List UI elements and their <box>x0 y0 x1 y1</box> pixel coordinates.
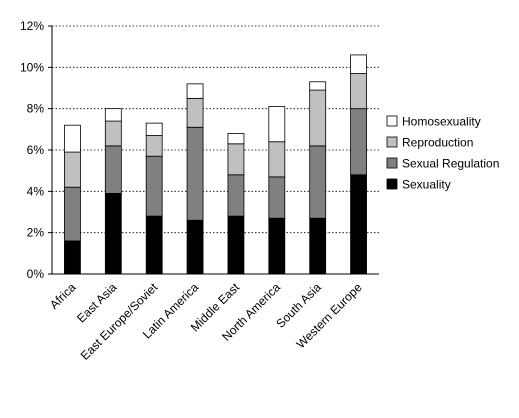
bar-sexuality-latin-america <box>186 219 204 275</box>
bar-sexuality-africa <box>64 240 81 275</box>
bar-homosexuality-africa <box>64 124 81 153</box>
bar-reproduction-north-america <box>268 141 286 178</box>
axes <box>48 25 379 275</box>
bars <box>64 54 367 275</box>
y-tick-label: 2% <box>27 226 45 240</box>
bar-homosexuality-latin-america <box>186 83 204 99</box>
y-tick-label: 6% <box>27 143 45 157</box>
x-tick-label: East Europe/Soviet <box>78 280 161 363</box>
bar-homosexuality-western-europe <box>350 54 367 74</box>
y-tick-label: 8% <box>27 102 45 116</box>
bar-sexual-regulation-east-asia <box>104 145 122 194</box>
bar-homosexuality-east-asia <box>104 108 122 122</box>
bar-sexual-regulation-western-europe <box>350 108 367 176</box>
legend-label-reproduction: Reproduction <box>402 136 473 150</box>
legend-label-sexuality: Sexuality <box>402 178 451 192</box>
bar-reproduction-south-asia <box>309 89 327 147</box>
y-tick-label: 10% <box>20 60 44 74</box>
bar-sexuality-north-america <box>268 217 286 275</box>
bar-reproduction-africa <box>64 151 81 188</box>
bar-homosexuality-east-europe-soviet <box>145 122 163 136</box>
bar-homosexuality-south-asia <box>309 81 327 91</box>
bar-sexuality-south-asia <box>309 217 327 275</box>
bar-sexuality-western-europe <box>350 174 367 275</box>
bar-sexual-regulation-east-europe-soviet <box>145 155 163 217</box>
bar-reproduction-middle-east <box>227 143 245 176</box>
bar-sexuality-middle-east <box>227 215 245 275</box>
bar-reproduction-east-europe-soviet <box>145 135 163 157</box>
legend: Homosexuality Reproduction Sexual Regulati… <box>386 115 499 192</box>
bar-sexual-regulation-south-asia <box>309 145 327 219</box>
bar-sexual-regulation-latin-america <box>186 126 204 221</box>
bar-reproduction-east-asia <box>104 120 122 147</box>
y-tick-label: 12% <box>20 19 44 33</box>
x-tick-label: Africa <box>47 280 79 312</box>
bar-sexual-regulation-north-america <box>268 176 286 219</box>
y-tick-label: 4% <box>27 184 45 198</box>
legend-swatch-sexuality <box>386 178 398 190</box>
bar-reproduction-latin-america <box>186 97 204 128</box>
legend-swatch-reproduction <box>386 136 398 148</box>
legend-label-sexual-regulation: Sexual Regulation <box>402 157 499 171</box>
bar-reproduction-western-europe <box>350 73 367 110</box>
bar-sexual-regulation-middle-east <box>227 174 245 217</box>
bar-homosexuality-north-america <box>268 106 286 143</box>
bar-sexuality-east-asia <box>104 192 122 275</box>
y-tick-label: 0% <box>27 267 45 281</box>
legend-label-homosexuality: Homosexuality <box>402 115 481 129</box>
bar-homosexuality-middle-east <box>227 133 245 145</box>
bar-sexuality-east-europe-soviet <box>145 215 163 275</box>
bar-sexual-regulation-africa <box>64 186 81 242</box>
legend-swatch-homosexuality <box>386 115 398 127</box>
y-tick-labels: 0% 2% 4% 6% 8% 10% 12% <box>20 19 44 281</box>
gridlines <box>52 25 379 234</box>
legend-swatch-sexual-regulation <box>386 157 398 169</box>
